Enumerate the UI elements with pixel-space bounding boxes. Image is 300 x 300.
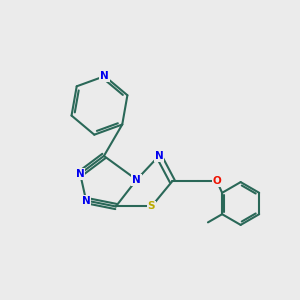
Text: N: N [76, 169, 85, 179]
Text: N: N [82, 196, 91, 206]
Text: N: N [100, 71, 109, 81]
Text: O: O [212, 176, 221, 186]
Text: N: N [154, 151, 163, 161]
Text: N: N [132, 175, 141, 185]
Text: S: S [148, 202, 155, 212]
